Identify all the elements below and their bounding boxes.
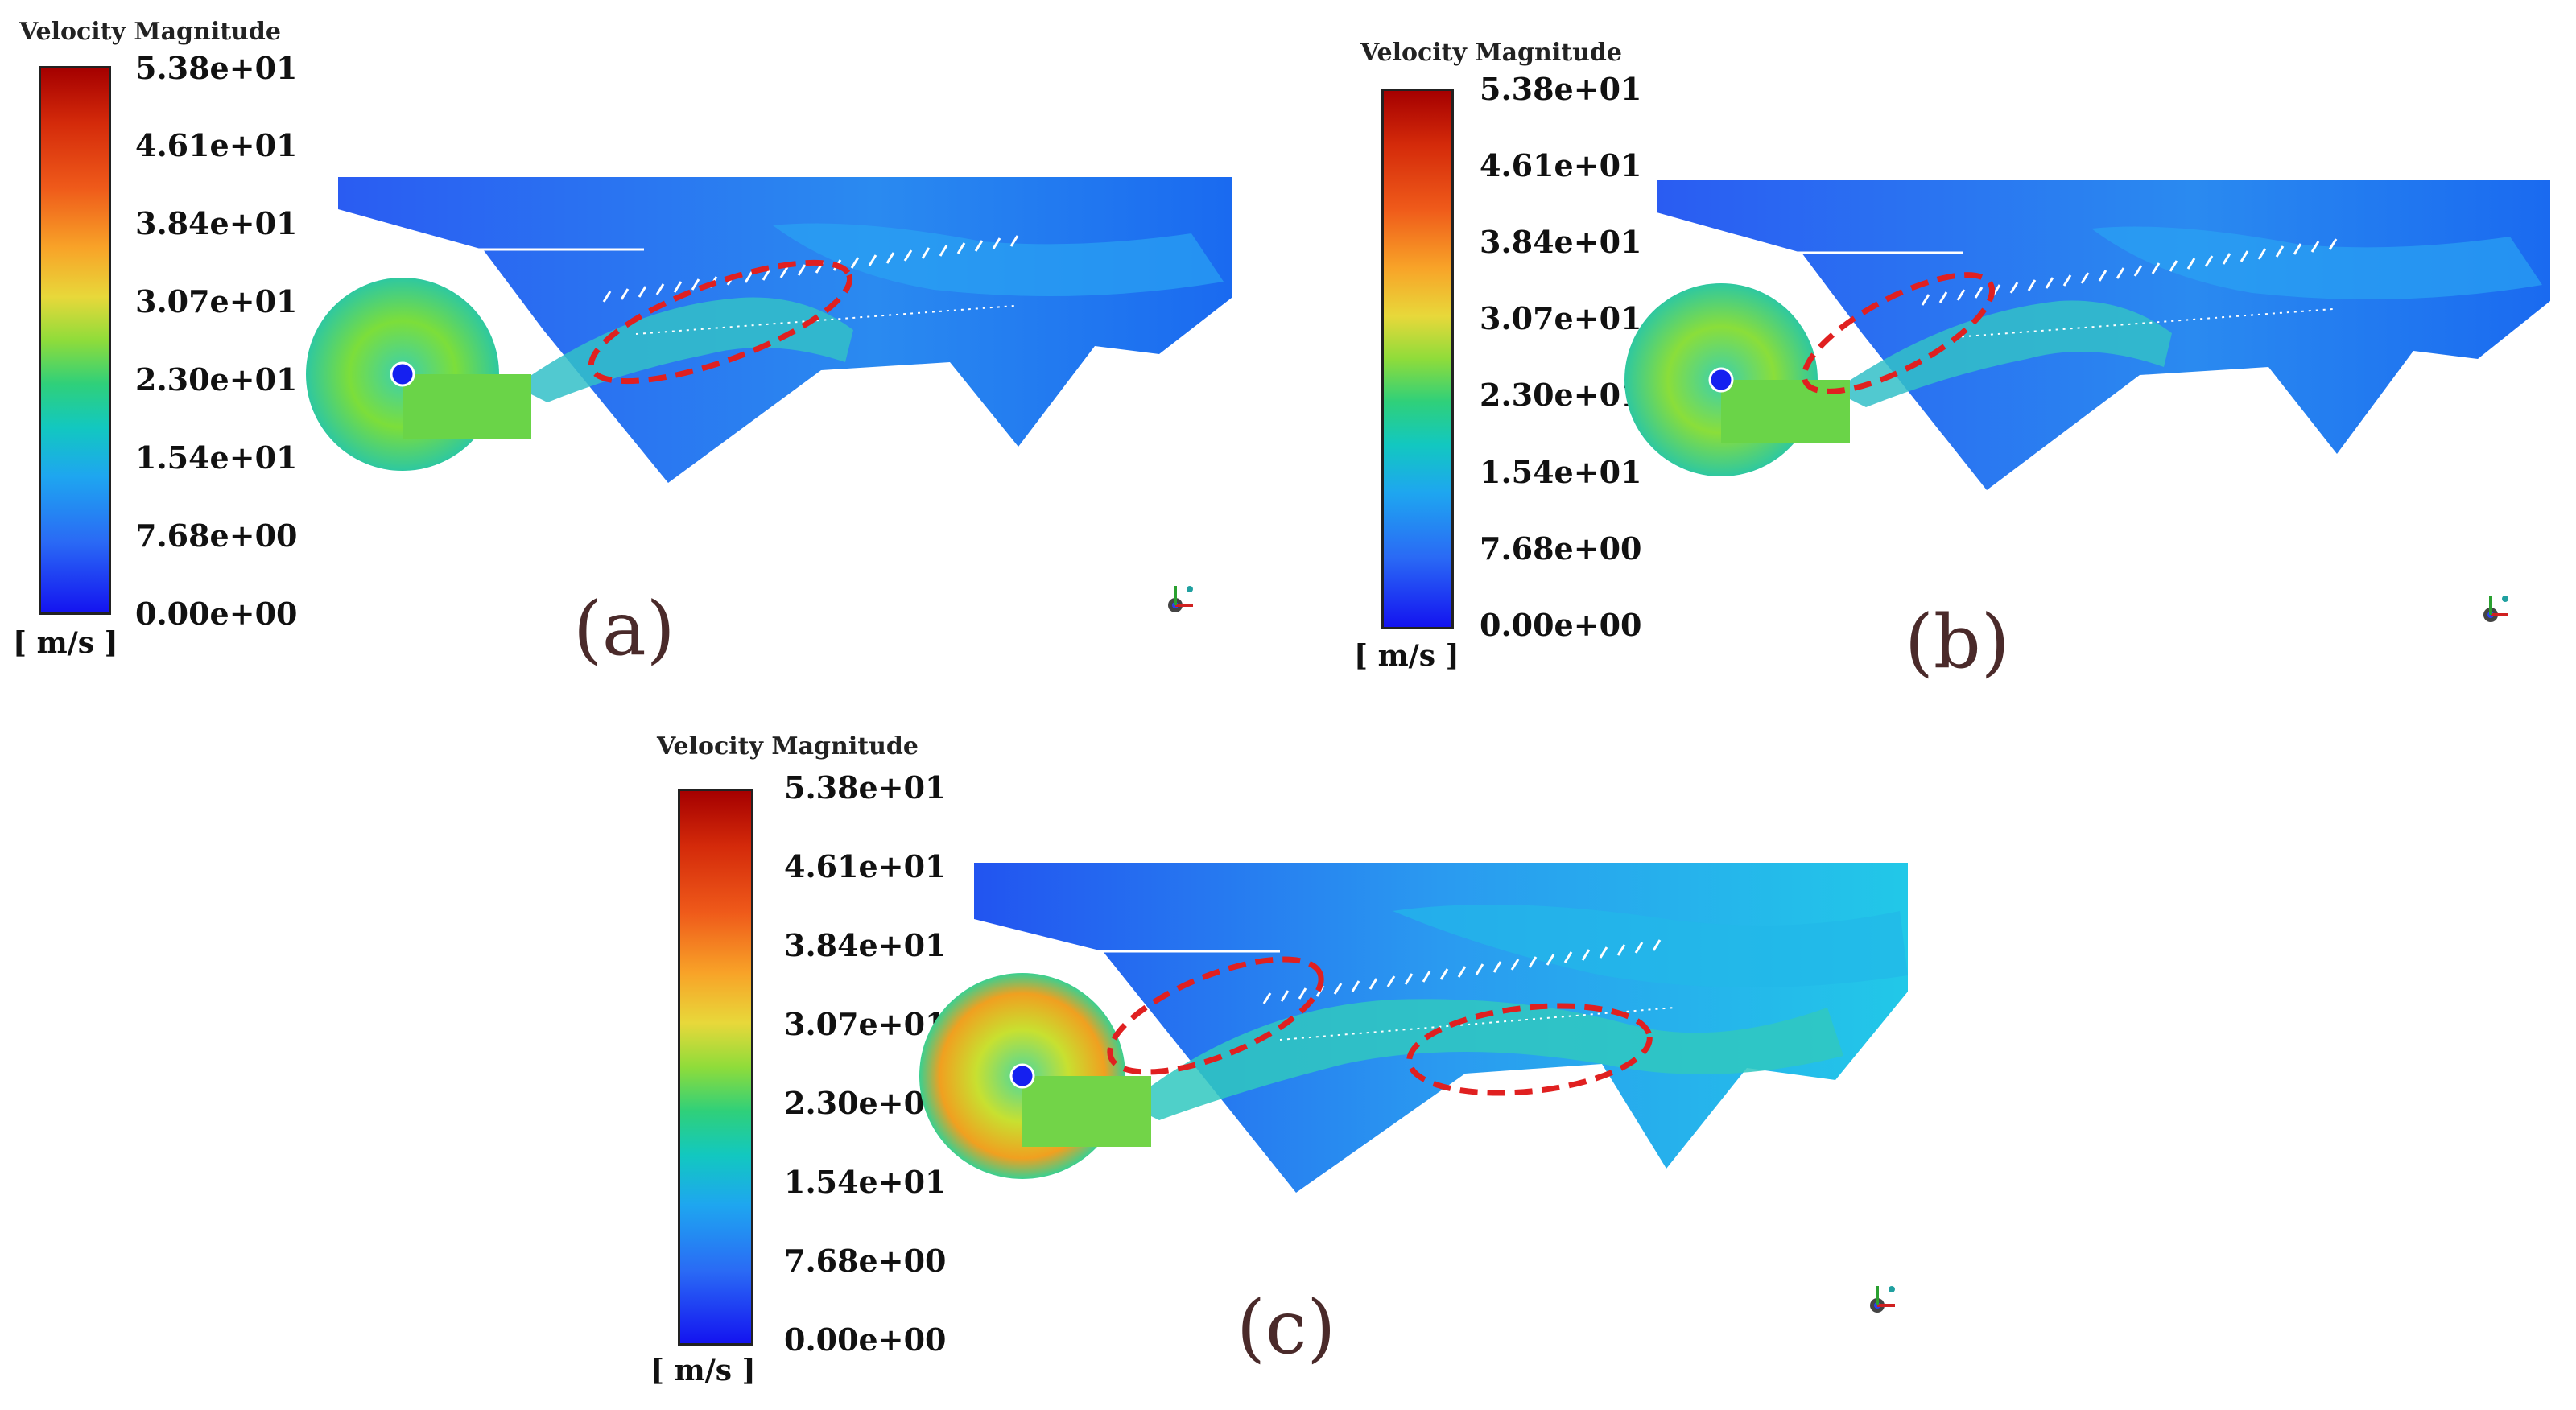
- colorbar-unit: [ m/s ]: [1354, 639, 1459, 673]
- louver-slats: [1262, 939, 1662, 1004]
- tick-label: 3.07e+01: [1480, 300, 1642, 336]
- fan-rotor: [919, 973, 1151, 1179]
- tick-label: 3.84e+01: [1480, 224, 1642, 260]
- tick-label: 7.68e+00: [135, 517, 298, 554]
- colorbar-unit: [ m/s ]: [650, 1354, 756, 1387]
- tick-label: 2.30e+01: [1480, 377, 1642, 413]
- panel-label: (b): [1905, 599, 2010, 685]
- colorbar-title: Velocity Magnitude: [1360, 39, 1622, 67]
- velocity-field-a: [306, 177, 1232, 483]
- tick-label: 4.61e+01: [135, 127, 298, 163]
- guide-vanes: [1046, 950, 1514, 1130]
- velocity-field-c: [919, 863, 1908, 1193]
- tick-label: 5.38e+01: [135, 50, 298, 86]
- colorbar: [39, 66, 111, 615]
- panel-label: (a): [573, 586, 675, 672]
- tick-label: 0.00e+00: [784, 1321, 947, 1358]
- highlight-ellipse: [1801, 272, 1996, 394]
- panel-label: (c): [1236, 1284, 1336, 1371]
- perforated-plate: [635, 305, 1015, 335]
- tick-label: 5.38e+01: [784, 769, 947, 806]
- tick-label: 2.30e+01: [135, 361, 298, 398]
- perforated-plate: [1954, 308, 2334, 338]
- tick-label: 3.07e+01: [135, 283, 298, 320]
- tick-label: 3.84e+01: [135, 205, 298, 241]
- highlight-ellipse: [588, 259, 853, 385]
- jet-stream: [1127, 999, 1843, 1120]
- tick-label: 2.30e+01: [784, 1085, 947, 1121]
- perforated-plate: [1279, 1007, 1675, 1041]
- louver-slats: [1921, 238, 2338, 306]
- panel-b: Velocity Magnitude 5.38e+01 4.61e+01 3.8…: [1320, 19, 2576, 724]
- tick-label: 7.68e+00: [784, 1243, 947, 1279]
- colorbar-unit: [ m/s ]: [13, 626, 118, 660]
- tick-label: 5.38e+01: [1480, 71, 1642, 107]
- tick-label: 1.54e+01: [1480, 454, 1642, 490]
- fan-rotor: [306, 278, 531, 471]
- jet-stream: [1834, 300, 2172, 407]
- tick-label: 7.68e+00: [1480, 530, 1642, 567]
- panel-c: Velocity Magnitude 5.38e+01 4.61e+01 3.8…: [628, 708, 1964, 1410]
- colorbar: [1381, 89, 1454, 629]
- fan-rotor: [1624, 283, 1850, 476]
- colorbar: [678, 789, 753, 1346]
- guide-vanes: [411, 248, 902, 420]
- axis-triad-icon: [2479, 592, 2515, 628]
- tick-label: 1.54e+01: [135, 439, 298, 476]
- colorbar-title: Velocity Magnitude: [19, 18, 281, 46]
- tick-label: 0.00e+00: [135, 596, 298, 632]
- tick-label: 1.54e+01: [784, 1164, 947, 1200]
- highlight-ellipse: [1107, 956, 1324, 1075]
- guide-vanes: [1729, 251, 2221, 425]
- tick-label: 3.84e+01: [784, 927, 947, 963]
- tick-label: 4.61e+01: [784, 848, 947, 884]
- tick-label: 4.61e+01: [1480, 147, 1642, 183]
- tick-label: 0.00e+00: [1480, 607, 1642, 643]
- velocity-field-b: [1624, 180, 2550, 490]
- axis-triad-icon: [1866, 1283, 1901, 1318]
- colorbar-title: Velocity Magnitude: [657, 732, 919, 761]
- axis-triad-icon: [1164, 583, 1199, 618]
- panel-a: Velocity Magnitude 5.38e+01 4.61e+01 3.8…: [0, 0, 1288, 705]
- tick-label: 3.07e+01: [784, 1006, 947, 1042]
